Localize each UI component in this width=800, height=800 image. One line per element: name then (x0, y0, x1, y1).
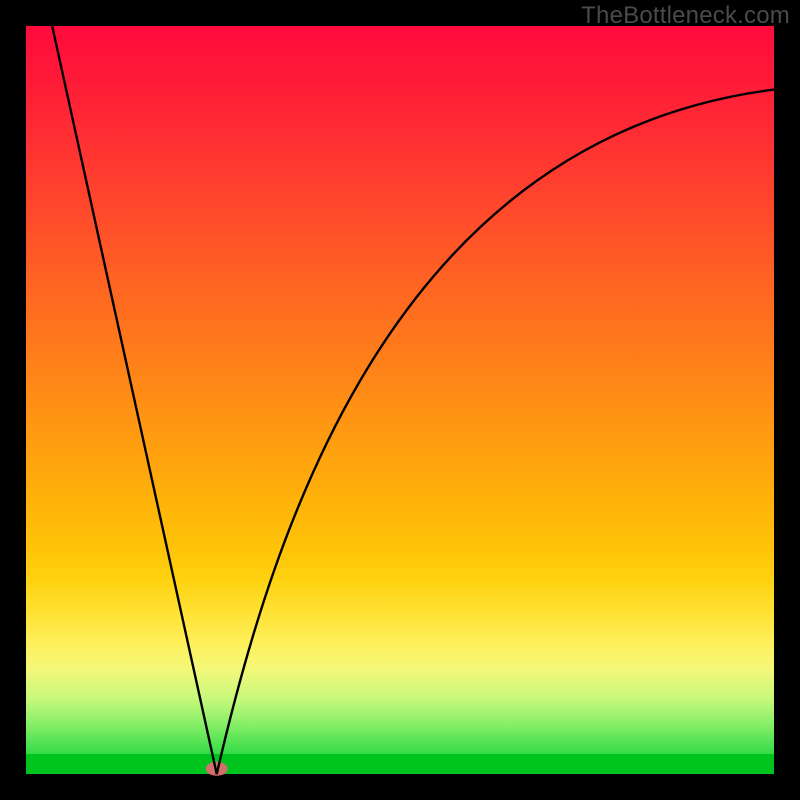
chart-container: TheBottleneck.com (0, 0, 800, 800)
green-baseline-band (26, 754, 774, 774)
watermark-text: TheBottleneck.com (581, 2, 790, 30)
gradient-background (26, 26, 774, 774)
bottleneck-chart (0, 0, 800, 800)
